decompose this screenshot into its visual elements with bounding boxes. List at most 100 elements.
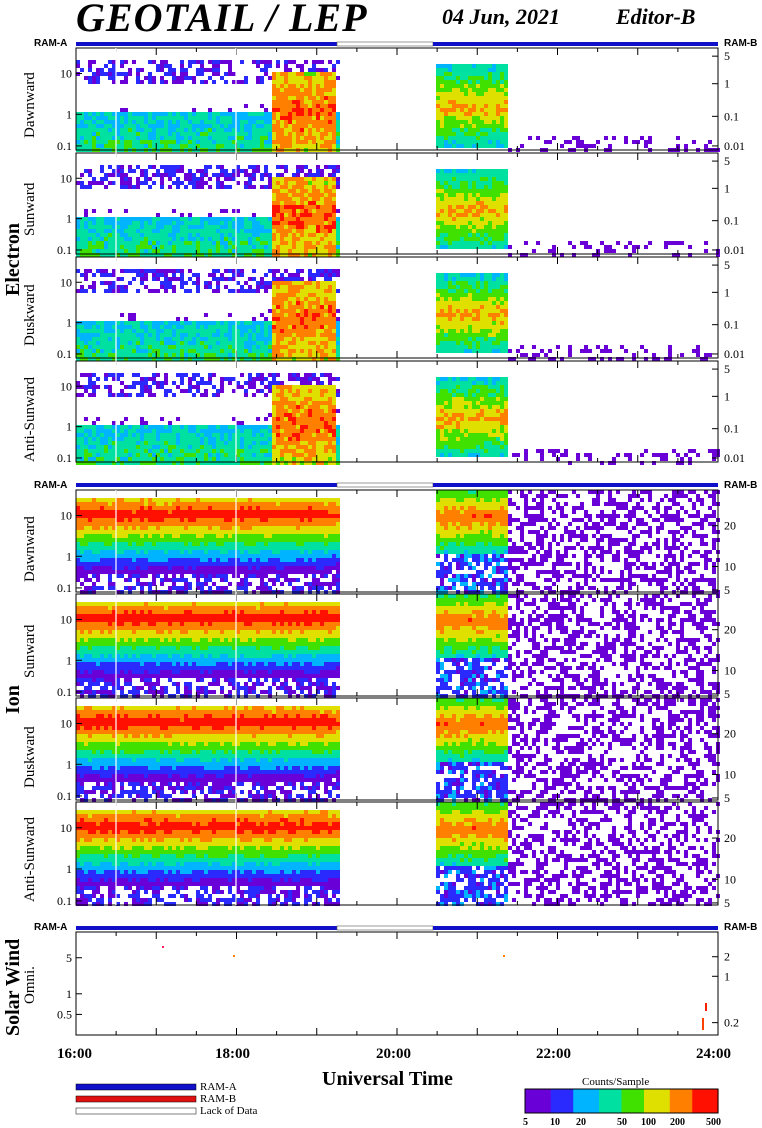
electron-2-right-tick-2: 0.1 <box>724 318 739 332</box>
ion-2-right-tick-0: 20 <box>724 727 736 741</box>
ion-1-left-tick-2: 0.1 <box>57 685 72 699</box>
panel-label-e-sunward: Sunward <box>22 182 38 236</box>
electron-3-right-tick-0: 5 <box>724 362 730 376</box>
electron-3-right-tick-1: 1 <box>724 389 730 403</box>
ram-a-bar <box>76 42 337 46</box>
panel-label-sw-omni: Omni. <box>22 966 38 1004</box>
electron-0-right-tick-2: 0.1 <box>724 109 739 123</box>
sw-dot <box>705 1003 707 1011</box>
colorbar-tick-100: 100 <box>641 1117 656 1128</box>
ion-0-left-tick-1: 1 <box>66 549 72 563</box>
electron-0-left-tick-1: 1 <box>66 107 72 121</box>
ram-a-bar <box>433 42 718 46</box>
lack-of-data-bar <box>336 925 434 931</box>
electron-2-right-tick-1: 1 <box>724 285 730 299</box>
x-tick-2400: 24:00 <box>696 1046 731 1062</box>
ion-3-right-tick-2: 5 <box>724 896 730 910</box>
ion-1-left-tick-1: 1 <box>66 653 72 667</box>
legend-lack-bar <box>75 1107 197 1115</box>
electron-3-right-tick-3: 0.01 <box>724 451 745 465</box>
ram-b-label-sw: RAM-B <box>724 922 758 933</box>
solar-wind-panel <box>75 931 719 1036</box>
colorbar <box>524 1088 719 1114</box>
ion-2-right-tick-2: 5 <box>724 791 730 805</box>
colorbar-tick-200: 200 <box>670 1117 685 1128</box>
electron-2-left-tick-1: 1 <box>66 316 72 330</box>
ion-2-left-tick-0: 10 <box>60 717 72 731</box>
electron-1-left-tick-0: 10 <box>60 171 72 185</box>
x-tick-1800: 18:00 <box>215 1046 250 1062</box>
ram-a-label-electron: RAM-A <box>34 38 68 49</box>
ion-2-left-tick-2: 0.1 <box>57 789 72 803</box>
electron-1-right-tick-1: 1 <box>724 181 730 195</box>
ram-a-bar <box>76 483 337 487</box>
electron-0-left-tick-0: 10 <box>60 67 72 81</box>
ion-0-left-tick-0: 10 <box>60 509 72 523</box>
ion-0-right-tick-1: 10 <box>724 560 736 574</box>
lack-of-data-bar <box>336 482 434 488</box>
sw-left-tick-0: 5 <box>66 951 72 965</box>
ion-0-right-tick-0: 20 <box>724 519 736 533</box>
ion-3-left-tick-1: 1 <box>66 862 72 876</box>
ion-0-right-tick-2: 5 <box>724 583 730 597</box>
panel-label-e-duskward: Duskward <box>22 284 38 346</box>
editor-label: Editor-B <box>616 4 696 29</box>
lack-of-data-bar <box>336 41 434 47</box>
ion-1-right-tick-0: 20 <box>724 623 736 637</box>
legend-ram-b-bar <box>75 1095 197 1103</box>
sw-right-tick-1: 1 <box>724 969 730 983</box>
electron-1-right-tick-0: 5 <box>724 154 730 168</box>
electron-2-left-tick-0: 10 <box>60 275 72 289</box>
ion-3-left-tick-2: 0.1 <box>57 894 72 908</box>
ion-1-right-tick-1: 10 <box>724 664 736 678</box>
electron-3-right-tick-2: 0.1 <box>724 422 739 436</box>
panel-label-i-sunward: Sunward <box>22 624 38 678</box>
legend-ram-b-label: RAM-B <box>200 1093 237 1105</box>
legend-ram-a-bar <box>75 1083 197 1091</box>
ion-3-left-tick-0: 10 <box>60 821 72 835</box>
ram-b-label-ion: RAM-B <box>724 480 758 491</box>
legend-ram-a-label: RAM-A <box>200 1081 237 1093</box>
ram-a-bar <box>433 483 718 487</box>
colorbar-tick-50: 50 <box>617 1117 627 1128</box>
sw-left-tick-1: 1 <box>66 987 72 1001</box>
ion-1-right-tick-2: 5 <box>724 687 730 701</box>
electron-1-left-tick-1: 1 <box>66 212 72 226</box>
colorbar-tick-20: 20 <box>576 1117 586 1128</box>
ion-0-left-tick-2: 0.1 <box>57 581 72 595</box>
panel-label-e-dawnward: Dawnward <box>22 72 38 138</box>
sw-right-tick-0: 2 <box>724 950 730 964</box>
electron-0-right-tick-0: 5 <box>724 49 730 63</box>
sw-right-tick-2: 0.2 <box>724 1016 739 1030</box>
x-tick-2200: 22:00 <box>536 1046 571 1062</box>
ram-b-label-electron: RAM-B <box>724 38 758 49</box>
electron-3-left-tick-2: 0.1 <box>57 451 72 465</box>
colorbar-tick-5: 5 <box>523 1117 528 1128</box>
sw-dot <box>233 955 235 957</box>
electron-3-left-tick-0: 10 <box>60 379 72 393</box>
electron-1-right-tick-3: 0.01 <box>724 243 745 257</box>
electron-2-right-tick-0: 5 <box>724 258 730 272</box>
sw-left-tick-2: 0.5 <box>57 1007 72 1021</box>
electron-2-left-tick-2: 0.1 <box>57 347 72 361</box>
sw-dot <box>702 1018 704 1030</box>
ram-a-label-sw: RAM-A <box>34 922 68 933</box>
colorbar-tick-500: 500 <box>706 1117 721 1128</box>
ion-1-left-tick-0: 10 <box>60 613 72 627</box>
electron-0-right-tick-3: 0.01 <box>724 139 745 153</box>
sw-dot <box>162 946 164 948</box>
electron-1-left-tick-2: 0.1 <box>57 243 72 257</box>
panel-label-i-duskward: Duskward <box>22 726 38 788</box>
panel-label-i-antisunward: Anti-Sunward <box>22 817 38 902</box>
ion-3-right-tick-0: 20 <box>724 831 736 845</box>
date-label: 04 Jun, 2021 <box>442 4 560 29</box>
ion-3-right-tick-1: 10 <box>724 872 736 886</box>
x-tick-1600: 16:00 <box>57 1046 92 1062</box>
colorbar-tick-10: 10 <box>550 1117 560 1128</box>
colorbar-title: Counts/Sample <box>582 1076 650 1088</box>
ram-a-bar <box>433 926 718 930</box>
electron-3-left-tick-1: 1 <box>66 420 72 434</box>
legend-lack-label: Lack of Data <box>200 1105 258 1117</box>
x-tick-2000: 20:00 <box>376 1046 411 1062</box>
